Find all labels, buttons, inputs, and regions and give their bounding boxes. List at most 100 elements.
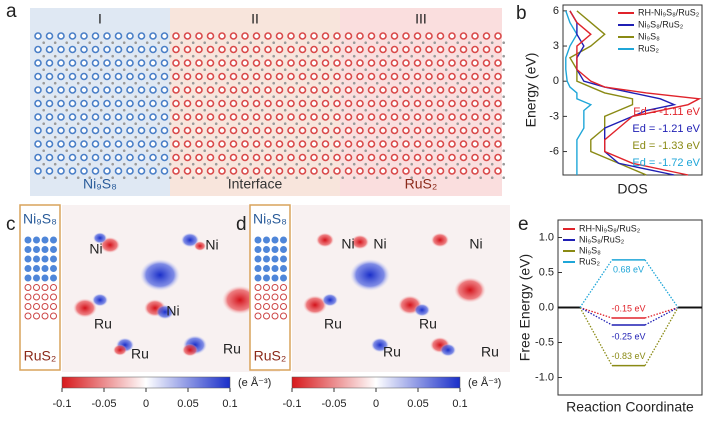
atom — [76, 95, 80, 98]
inset-atom — [254, 303, 262, 310]
atom — [283, 135, 287, 139]
atom — [237, 162, 241, 166]
atom — [459, 99, 468, 108]
atom — [241, 59, 249, 67]
atom — [203, 81, 206, 85]
inset-atom — [263, 274, 270, 282]
atom — [471, 113, 479, 121]
atom — [214, 108, 218, 112]
atom — [444, 122, 448, 125]
y-tick-label: -0.5 — [535, 336, 554, 348]
atom — [195, 153, 203, 162]
atom — [367, 167, 376, 175]
colorbar-tick-label: 0.1 — [222, 398, 237, 410]
atom — [306, 41, 310, 44]
atom — [45, 140, 54, 148]
atom — [180, 149, 183, 152]
atom — [318, 122, 322, 125]
atom — [318, 68, 322, 71]
atom — [295, 135, 299, 139]
dos-line — [565, 10, 593, 175]
atom — [425, 126, 433, 135]
atom — [264, 167, 272, 175]
atom — [306, 135, 310, 139]
atom — [398, 176, 402, 179]
colorbar-tick-label: 0.1 — [452, 398, 467, 410]
atom — [375, 95, 379, 98]
atom — [229, 59, 238, 67]
atom — [436, 153, 445, 162]
atom — [172, 32, 180, 40]
atom — [103, 167, 111, 175]
atom — [45, 86, 54, 94]
atom — [260, 122, 264, 125]
charge-lobe — [140, 259, 180, 291]
atom — [352, 108, 356, 112]
charge-lobe — [351, 234, 369, 250]
atom — [203, 162, 206, 166]
atom — [467, 54, 471, 58]
inset-bottom-label: RuS₂ — [254, 348, 287, 364]
inset-atom — [271, 293, 279, 301]
inset-atom — [24, 246, 32, 253]
atom — [226, 135, 229, 139]
atom — [76, 149, 80, 152]
atom — [53, 162, 57, 166]
atom — [471, 140, 479, 148]
atom — [364, 41, 368, 44]
atom — [421, 162, 425, 166]
atom — [356, 113, 364, 121]
atom — [53, 81, 57, 85]
inset-atom — [50, 236, 57, 244]
charge-lobe — [303, 295, 327, 315]
atom — [344, 32, 353, 40]
atom — [310, 140, 318, 148]
atom — [283, 149, 287, 152]
atom — [172, 99, 180, 108]
atom — [295, 149, 299, 152]
atom — [145, 149, 149, 152]
atom — [68, 126, 77, 135]
atom — [180, 135, 183, 139]
atom — [410, 54, 414, 58]
atom — [421, 68, 425, 71]
atom — [76, 122, 80, 125]
atom — [502, 135, 506, 139]
atom — [42, 108, 45, 112]
atom — [356, 32, 364, 40]
atom — [341, 122, 345, 125]
region-numeral: III — [415, 11, 427, 27]
atom — [57, 59, 65, 67]
atom — [145, 41, 149, 44]
atom — [287, 99, 295, 108]
atom — [333, 99, 341, 108]
atom — [65, 162, 68, 166]
atom — [479, 162, 483, 166]
atom — [191, 176, 195, 179]
atom — [103, 99, 111, 108]
atom — [341, 135, 345, 139]
atom — [218, 126, 226, 135]
atom — [114, 45, 123, 54]
atom — [341, 95, 345, 98]
atom — [272, 54, 276, 58]
atom — [126, 45, 134, 54]
atom — [91, 99, 100, 108]
atom — [413, 99, 422, 108]
atom — [367, 45, 376, 54]
atom — [91, 45, 100, 54]
atom — [237, 108, 241, 112]
atom — [149, 113, 157, 121]
atom — [260, 176, 264, 179]
atom — [482, 153, 491, 162]
atom-label: Ni — [373, 236, 386, 252]
atom — [352, 122, 356, 125]
atom — [367, 99, 376, 108]
atom — [203, 122, 206, 125]
atom — [229, 72, 238, 81]
atom — [76, 54, 80, 58]
atom — [126, 59, 134, 67]
atom — [379, 167, 387, 175]
atom — [467, 162, 471, 166]
atom — [168, 149, 172, 152]
